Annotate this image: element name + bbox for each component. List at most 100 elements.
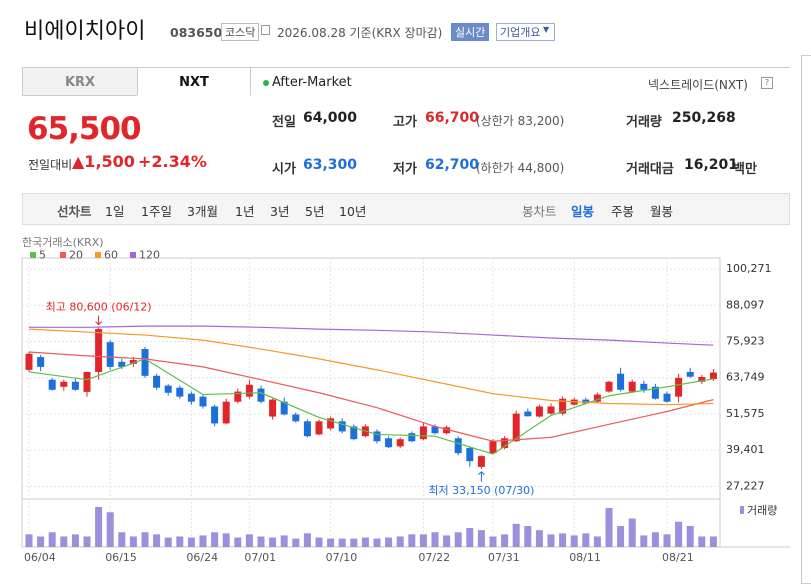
stat-value: 16,201	[684, 157, 739, 173]
candle-body	[431, 426, 439, 434]
volume-bar	[338, 538, 346, 547]
volume-bar	[361, 537, 369, 547]
volume-bar	[95, 507, 103, 547]
candle-body	[292, 414, 300, 422]
y-tick-label: 27,227	[726, 479, 765, 492]
volume-bar	[153, 534, 161, 547]
volume-bar	[164, 537, 172, 547]
candle-body	[141, 349, 149, 376]
candle-body	[176, 387, 184, 397]
volume-bar	[106, 512, 114, 547]
candle-body	[605, 381, 613, 392]
legend-swatch	[30, 252, 36, 258]
change-pct: +2.34%	[138, 152, 207, 171]
ma-line	[28, 328, 714, 406]
volume-bar	[582, 533, 590, 547]
candle-body	[164, 385, 172, 393]
legend-swatch	[130, 252, 136, 258]
x-tick-label: 07/01	[244, 551, 276, 564]
high-annotation: 최고 80,600 (06/12)	[46, 301, 152, 314]
candle-body	[698, 377, 706, 382]
legend-label: 60	[104, 249, 118, 262]
stock-name: 비에이치아이	[24, 19, 146, 44]
legend-label: 120	[139, 249, 160, 262]
candle-body	[25, 353, 33, 370]
volume-bar	[292, 538, 300, 547]
tab[interactable]: KRX	[22, 67, 138, 96]
candle-body	[651, 386, 659, 399]
period-button[interactable]: 3년	[270, 204, 290, 219]
stat-value: 62,700	[425, 157, 480, 173]
candle-body	[350, 426, 358, 440]
candle-body	[686, 371, 694, 377]
candle-body	[373, 431, 381, 442]
stat-label: 거래대금	[626, 162, 674, 177]
session: After-Market	[272, 75, 352, 90]
volume-bar	[547, 534, 555, 547]
period-button[interactable]: 1년	[235, 204, 255, 219]
volume-bar	[385, 537, 393, 547]
y-tick-label: 75,923	[726, 335, 765, 348]
period-button[interactable]: 1주일	[141, 204, 172, 219]
volume-bar	[593, 536, 601, 547]
candle-body	[129, 360, 137, 364]
candle-period[interactable]: 주봉	[611, 204, 635, 219]
volume-bar	[280, 535, 288, 547]
candle-period[interactable]: 월봉	[650, 204, 674, 219]
y-tick-label: 63,749	[726, 371, 765, 384]
volume-bar	[129, 536, 137, 547]
volume-bar	[257, 536, 265, 547]
candle-body	[222, 401, 230, 424]
candle-body	[60, 381, 68, 387]
line-chart-label: 선차트	[57, 204, 92, 219]
candle-body	[95, 329, 103, 372]
legend-label: 거래량	[747, 504, 777, 517]
legend-swatch	[60, 252, 66, 258]
volume-bar	[60, 536, 68, 547]
volume-bar	[187, 537, 195, 547]
volume-bar	[466, 528, 474, 547]
stat-note: (상한가 83,200)	[476, 114, 565, 128]
price: 65,500	[27, 111, 142, 147]
volume-bar	[431, 532, 439, 547]
realtime-button[interactable]: 실시간	[451, 23, 490, 41]
overview-button[interactable]: 기업개요	[496, 23, 556, 41]
candle-body	[524, 411, 532, 417]
period-button[interactable]: 1일	[105, 204, 125, 219]
volume-bar	[211, 532, 219, 547]
candle-body	[489, 441, 497, 454]
period-button[interactable]: 5년	[305, 204, 325, 219]
candle-body	[187, 393, 195, 402]
x-tick-label: 07/22	[418, 551, 450, 564]
candle-body	[709, 372, 717, 380]
period-button[interactable]: 3개월	[187, 204, 218, 219]
volume-bar	[234, 537, 242, 547]
period-button[interactable]: 10년	[339, 204, 367, 219]
candle-body	[617, 373, 625, 390]
side-panel	[801, 55, 811, 584]
help-icon[interactable]: ?	[761, 77, 773, 89]
change: ▲1,500	[72, 152, 135, 171]
y-tick-label: 51,575	[726, 407, 765, 420]
volume-bar	[663, 534, 671, 547]
tab-active[interactable]: NXT	[137, 67, 251, 96]
volume-bar	[419, 534, 427, 547]
volume-bar	[675, 521, 683, 547]
stat-note: (하한가 44,800)	[476, 161, 565, 175]
candle-body	[385, 438, 393, 448]
candle-body	[71, 381, 79, 390]
candle-body	[443, 427, 451, 434]
candle-period-active[interactable]: 일봉	[571, 204, 595, 219]
low-arrow	[478, 471, 485, 482]
volume-bar	[698, 536, 706, 547]
candle-body	[675, 377, 683, 397]
volume-bar	[245, 534, 253, 547]
candle-body	[48, 379, 56, 390]
candle-body	[234, 391, 242, 402]
volume-bar	[628, 518, 636, 547]
candle-body	[315, 421, 323, 435]
volume-bar	[373, 538, 381, 547]
